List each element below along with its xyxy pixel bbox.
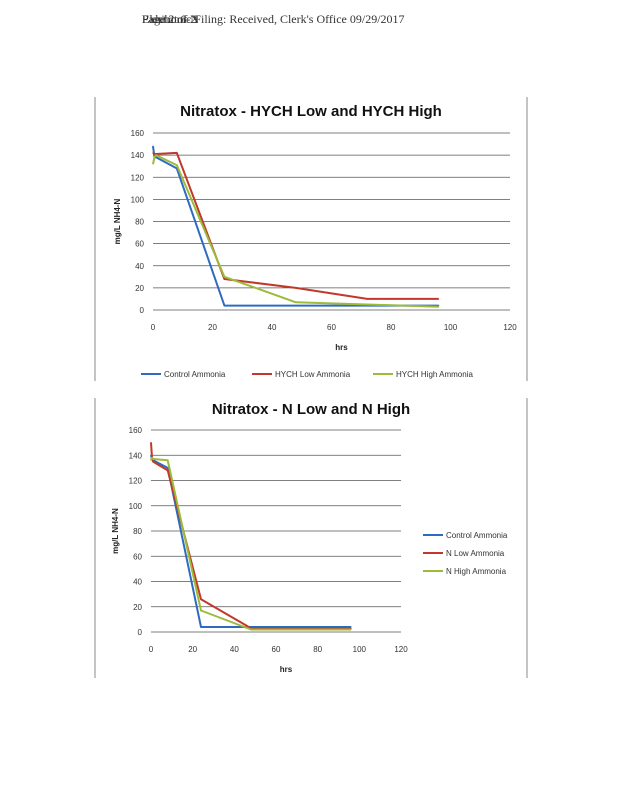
x-tick-label: 80 bbox=[387, 323, 396, 332]
y-tick-label: 100 bbox=[129, 502, 143, 511]
data-point bbox=[300, 628, 302, 631]
y-tick-label: 40 bbox=[133, 578, 142, 587]
data-point bbox=[153, 153, 156, 155]
data-point bbox=[176, 164, 178, 166]
y-axis-label: mg/L NH4-N bbox=[113, 198, 122, 244]
legend-label: N High Ammonia bbox=[446, 567, 507, 576]
legend-label: HYCH Low Ammonia bbox=[275, 370, 351, 379]
data-point bbox=[167, 467, 169, 469]
page-header-stamp: Electronic Filing: Received, Clerk's Off… bbox=[142, 12, 405, 32]
data-point bbox=[295, 301, 297, 303]
data-point bbox=[438, 306, 440, 308]
legend-label: Control Ammonia bbox=[446, 531, 508, 540]
data-point bbox=[366, 298, 368, 300]
data-point bbox=[250, 628, 252, 631]
chart-2: Nitratox - N Low and N High 0 20 40 60 80 100 1… bbox=[94, 398, 528, 678]
header-line-3: Page 2 of 2 bbox=[142, 12, 197, 26]
x-tick-label: 0 bbox=[151, 323, 156, 332]
data-point bbox=[223, 304, 225, 307]
data-point bbox=[167, 469, 169, 471]
data-point bbox=[152, 163, 154, 165]
series-line-control-ammonia bbox=[150, 455, 351, 628]
x-tick-label: 120 bbox=[503, 323, 517, 332]
x-tick-label: 40 bbox=[230, 645, 239, 654]
data-point bbox=[200, 598, 202, 600]
data-point bbox=[295, 304, 297, 307]
header-line-2: Exhibit 6-N bbox=[142, 12, 199, 26]
data-point bbox=[155, 154, 157, 156]
x-axis-label: hrs bbox=[335, 343, 348, 352]
legend-label: HYCH High Ammonia bbox=[396, 370, 473, 379]
x-tick-label: 100 bbox=[353, 645, 367, 654]
header-line-1: Electronic Filing: Received, Clerk's Off… bbox=[142, 12, 405, 26]
data-point bbox=[200, 626, 202, 628]
x-tick-label: 80 bbox=[313, 645, 322, 654]
data-point bbox=[176, 152, 178, 154]
legend-label: N Low Ammonia bbox=[446, 549, 505, 558]
chart-1: Nitratox - HYCH Low and HYCH High 0 20 40 60… bbox=[94, 97, 528, 381]
data-point bbox=[350, 628, 352, 631]
data-point bbox=[295, 287, 297, 289]
y-tick-label: 140 bbox=[131, 151, 145, 160]
y-tick-label: 80 bbox=[133, 527, 142, 536]
x-tick-label: 60 bbox=[327, 323, 336, 332]
chart-title: Nitratox - HYCH Low and HYCH High bbox=[180, 103, 442, 120]
x-tick-label: 100 bbox=[444, 323, 458, 332]
y-tick-label: 120 bbox=[131, 173, 145, 182]
data-point bbox=[150, 442, 152, 444]
legend-label: Control Ammonia bbox=[164, 370, 226, 379]
x-tick-label: 20 bbox=[208, 323, 217, 332]
data-point bbox=[223, 278, 225, 280]
data-point bbox=[167, 459, 169, 461]
y-tick-label: 0 bbox=[140, 306, 145, 315]
y-tick-label: 20 bbox=[135, 284, 144, 293]
y-tick-label: 140 bbox=[129, 451, 143, 460]
data-point bbox=[152, 460, 154, 463]
data-point bbox=[366, 303, 368, 306]
data-point bbox=[153, 156, 156, 158]
y-tick-label: 20 bbox=[133, 603, 142, 612]
series-line-n-high-ammonia bbox=[150, 456, 351, 631]
data-point bbox=[152, 458, 154, 460]
data-point bbox=[438, 298, 440, 300]
x-axis-label: hrs bbox=[280, 665, 293, 674]
y-tick-label: 60 bbox=[133, 552, 142, 561]
y-tick-label: 100 bbox=[131, 195, 145, 204]
data-point bbox=[152, 145, 154, 147]
series-line-control-ammonia bbox=[152, 146, 439, 307]
data-point bbox=[152, 152, 154, 154]
x-tick-label: 0 bbox=[149, 645, 154, 654]
series-line-hych-high-ammonia bbox=[152, 154, 439, 308]
x-tick-label: 20 bbox=[188, 645, 197, 654]
y-tick-label: 160 bbox=[131, 129, 145, 138]
data-point bbox=[150, 459, 152, 461]
x-tick-label: 120 bbox=[394, 645, 408, 654]
y-tick-label: 60 bbox=[135, 240, 144, 249]
y-tick-label: 80 bbox=[135, 218, 144, 227]
data-point bbox=[200, 609, 202, 612]
y-tick-label: 0 bbox=[138, 628, 143, 637]
x-tick-label: 40 bbox=[268, 323, 277, 332]
y-tick-label: 120 bbox=[129, 477, 143, 486]
x-tick-label: 60 bbox=[272, 645, 281, 654]
chart-title: Nitratox - N Low and N High bbox=[212, 401, 410, 418]
y-tick-label: 160 bbox=[129, 426, 143, 435]
y-tick-label: 40 bbox=[135, 262, 144, 271]
y-axis-label: mg/L NH4-N bbox=[111, 508, 120, 554]
data-point bbox=[223, 276, 225, 278]
data-point bbox=[151, 457, 153, 459]
